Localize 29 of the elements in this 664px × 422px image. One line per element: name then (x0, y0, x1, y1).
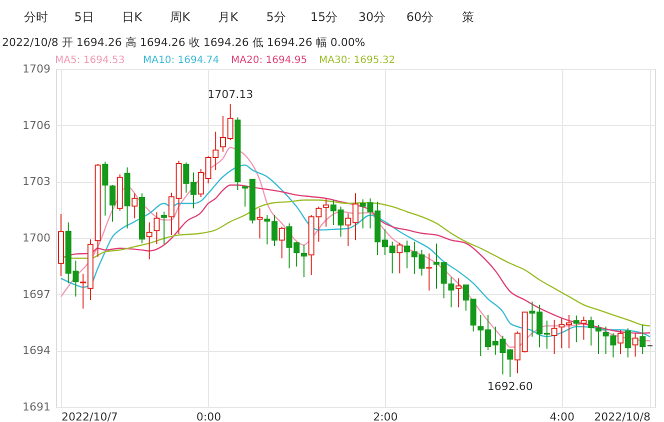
text: 策 (462, 10, 474, 24)
x-tick-label: 2:00 (373, 410, 398, 422)
text: MA20: 1694.95 (231, 55, 308, 66)
text: 分时 (24, 10, 48, 24)
text: MA30: 1695.32 (319, 55, 396, 66)
text: MA5: 1694.53 (55, 55, 125, 66)
text: 5日 (74, 10, 94, 24)
y-tick-label: 1706 (22, 118, 50, 132)
annotation: 1692.60 (487, 380, 533, 393)
y-tick-label: 1700 (22, 232, 50, 244)
text: MA10: 1694.74 (143, 55, 220, 66)
x-tick-label: 2022/10/7 (62, 410, 118, 422)
text: 15分 (310, 10, 338, 24)
y-tick-label: 1694 (22, 344, 50, 358)
y-tick-label: 1703 (22, 175, 50, 188)
y-tick-label: 1697 (22, 288, 50, 301)
text: 日K (122, 10, 144, 24)
x-tick-label: 2022/10/8 (594, 410, 650, 422)
text: 5分 (266, 10, 286, 24)
y-tick-label: 1709 (22, 62, 50, 76)
text: 2022/10/8 开 1694.26 高 1694.26 收 1694.26 低 1694.26 幅 0.00% (2, 36, 366, 49)
text: 30分 (358, 10, 386, 24)
x-tick-label: 0:00 (196, 410, 222, 422)
x-tick-label: 4:00 (550, 410, 574, 422)
text: 60分 (406, 10, 434, 24)
text: 周K (170, 10, 192, 24)
text: 月K (218, 10, 240, 24)
y-tick-label: 1691 (22, 400, 50, 414)
annotation: 1707.13 (208, 88, 254, 102)
